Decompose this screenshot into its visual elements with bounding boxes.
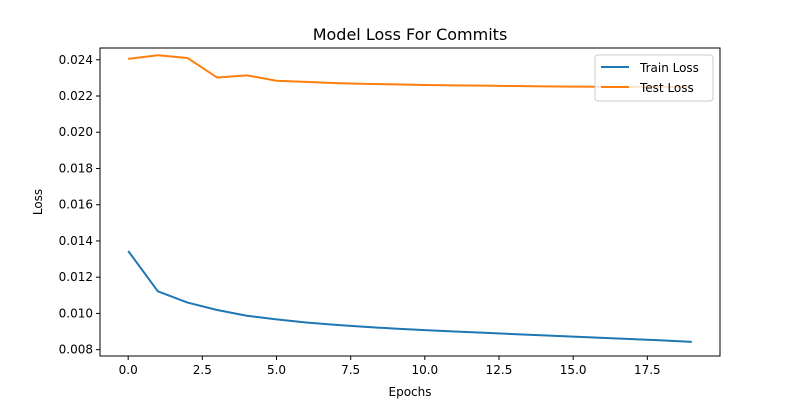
chart-title: Model Loss For Commits: [313, 25, 508, 44]
y-tick-label: 0.018: [59, 161, 93, 175]
legend-label-train-loss: Train Loss: [639, 61, 699, 75]
x-tick-label: 0.0: [119, 363, 138, 377]
x-axis-label: Epochs: [389, 385, 432, 399]
y-tick-label: 0.024: [59, 53, 93, 67]
x-tick-label: 15.0: [560, 363, 587, 377]
series-line-train-loss: [127, 250, 692, 343]
legend: Train Loss Test Loss: [594, 54, 714, 102]
legend-label-test-loss: Test Loss: [639, 81, 694, 95]
x-tick-label: 7.5: [341, 363, 360, 377]
y-tick-label: 0.016: [59, 198, 93, 212]
y-tick-label: 0.008: [59, 343, 93, 357]
y-tick-label: 0.010: [59, 306, 93, 320]
x-tick-label: 12.5: [486, 363, 513, 377]
x-axis: 0.0 2.5 5.0 7.5 10.0 12.5 15.0 17.5: [119, 356, 661, 377]
y-axis: 0.008 0.010 0.012 0.014 0.016 0.018 0.020 0.022…: [59, 53, 100, 357]
x-tick-label: 10.0: [411, 363, 438, 377]
x-tick-label: 17.5: [634, 363, 661, 377]
x-tick-label: 2.5: [193, 363, 212, 377]
y-tick-label: 0.022: [59, 89, 93, 103]
y-tick-label: 0.014: [59, 234, 93, 248]
y-axis-label: Loss: [31, 189, 45, 215]
x-tick-label: 5.0: [267, 363, 286, 377]
y-tick-label: 0.012: [59, 270, 93, 284]
plot-frame: [99, 47, 721, 357]
y-tick-label: 0.020: [59, 125, 93, 139]
